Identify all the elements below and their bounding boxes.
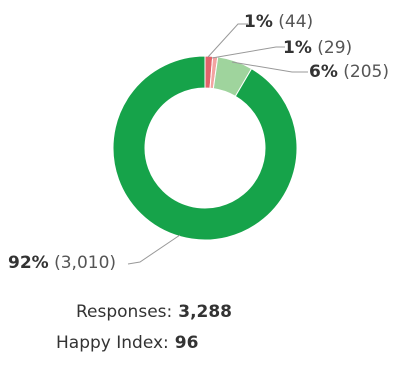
- responses-value: 3,288: [178, 302, 233, 322]
- donut-slice-very-happy: [112, 55, 298, 241]
- happy-index-row: Happy Index: 96: [56, 333, 198, 353]
- slice-percent: 92%: [8, 253, 49, 273]
- slice-label-3: 6% (205): [309, 62, 389, 82]
- happy-index-label: Happy Index:: [56, 333, 169, 353]
- responses-label: Responses:: [76, 302, 173, 322]
- slice-count: (44): [278, 12, 314, 32]
- slice-label-1: 1% (44): [244, 12, 313, 32]
- leader-line-happy: [231, 61, 308, 73]
- slice-percent: 1%: [283, 38, 312, 58]
- slice-count: (205): [343, 62, 389, 82]
- slice-label-4: 92% (3,010): [8, 253, 116, 273]
- slice-percent: 6%: [309, 62, 338, 82]
- leader-line-unhappy: [211, 46, 285, 59]
- slice-percent: 1%: [244, 12, 273, 32]
- leader-line-very-happy: [127, 234, 181, 265]
- happy-index-value: 96: [174, 333, 199, 353]
- slice-count: (29): [317, 38, 353, 58]
- slice-count: (3,010): [54, 253, 117, 273]
- slice-label-2: 1% (29): [283, 38, 352, 58]
- leader-line-very-unhappy: [207, 23, 248, 58]
- responses-row: Responses: 3,288: [76, 302, 232, 322]
